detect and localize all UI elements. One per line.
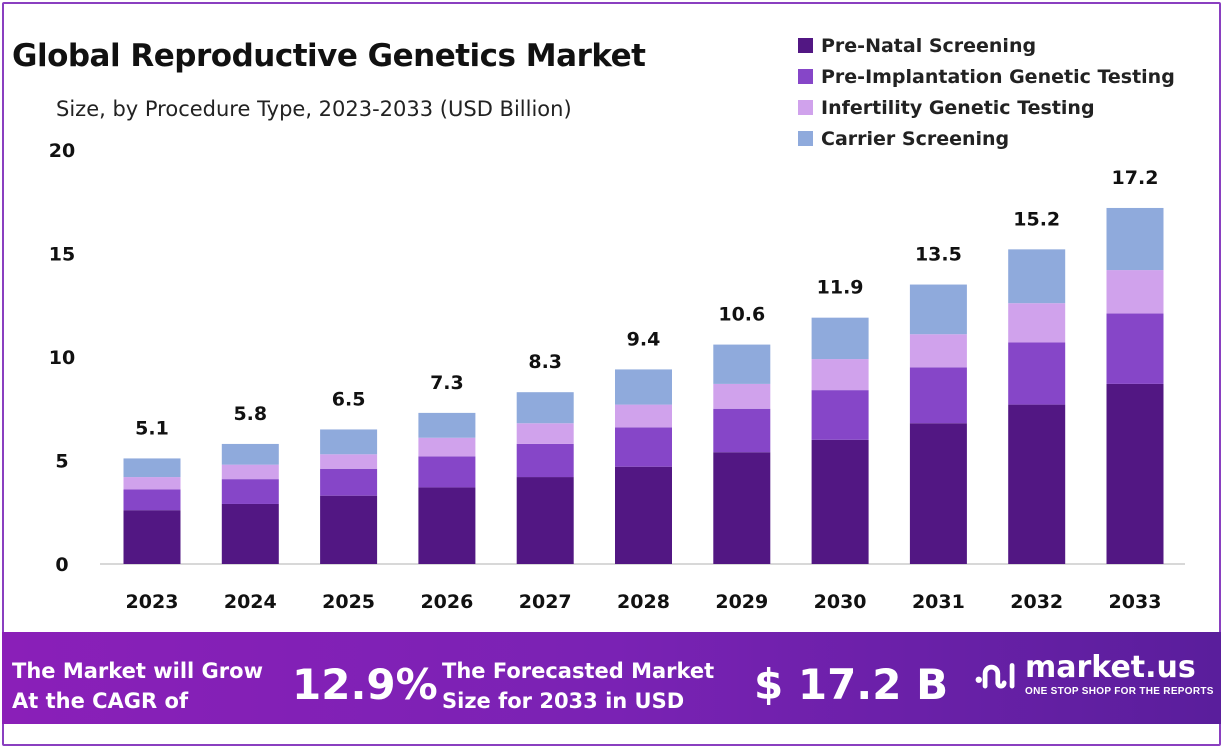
bar-segment	[811, 390, 869, 440]
legend-item: Carrier Screening	[798, 123, 1175, 154]
legend-swatch	[798, 131, 813, 146]
legend-label: Carrier Screening	[821, 127, 1010, 150]
bar-segment	[1106, 383, 1164, 564]
bar-segment	[713, 344, 771, 384]
bar-segment	[909, 284, 967, 335]
bar-segment	[123, 489, 181, 511]
legend-item: Infertility Genetic Testing	[798, 92, 1175, 123]
total-label: 8.3	[528, 351, 562, 373]
y-tick-label: 15	[49, 244, 75, 266]
legend-label: Pre-Implantation Genetic Testing	[821, 65, 1175, 88]
total-label: 9.4	[627, 328, 661, 350]
bar-segment	[1008, 404, 1066, 564]
x-tick-label: 2030	[814, 591, 867, 613]
total-label: 7.3	[430, 372, 464, 394]
bar-segment	[615, 466, 672, 564]
bar-segment	[1106, 270, 1164, 314]
total-label: 5.8	[233, 403, 267, 425]
total-label: 5.1	[135, 417, 169, 439]
legend-swatch	[798, 69, 813, 84]
legend-swatch	[798, 38, 813, 53]
y-tick-label: 0	[55, 554, 68, 576]
bar-segment	[221, 464, 279, 480]
x-tick-label: 2023	[126, 591, 179, 613]
chart-subtitle: Size, by Procedure Type, 2023-2033 (USD …	[56, 97, 572, 121]
total-label: 6.5	[332, 388, 366, 410]
bar-segment	[1008, 342, 1066, 405]
legend-item: Pre-Implantation Genetic Testing	[798, 61, 1175, 92]
bar-segment	[221, 479, 279, 504]
total-label: 15.2	[1013, 208, 1060, 230]
summary-banner: The Market will Grow At the CAGR of 12.9…	[2, 632, 1221, 724]
y-tick-label: 10	[49, 347, 75, 369]
bar-segment	[615, 404, 672, 428]
x-tick-label: 2029	[715, 591, 768, 613]
bar-segment	[418, 456, 476, 488]
legend-item: Pre-Natal Screening	[798, 30, 1175, 61]
bar-segment	[123, 477, 181, 490]
bar-segment	[713, 408, 771, 453]
x-tick-label: 2027	[519, 591, 572, 613]
legend-label: Pre-Natal Screening	[821, 34, 1037, 57]
bar-segment	[418, 487, 476, 564]
market-us-logo: market.us ONE STOP SHOP FOR THE REPORTS	[974, 652, 1214, 697]
total-label: 10.6	[718, 304, 765, 326]
bar-segment	[123, 458, 181, 478]
bar-segment	[221, 443, 279, 465]
x-tick-label: 2032	[1010, 591, 1063, 613]
cagr-label: The Market will Grow At the CAGR of	[12, 659, 263, 713]
bar-segment	[1106, 313, 1164, 384]
forecast-label: The Forecasted Market Size for 2033 in U…	[442, 659, 715, 713]
x-tick-label: 2026	[420, 591, 473, 613]
bar-segment	[320, 495, 378, 564]
y-tick-label: 5	[55, 451, 68, 473]
forecast-value: $ 17.2 B	[754, 660, 949, 709]
x-tick-label: 2033	[1109, 591, 1162, 613]
logo-tagline: ONE STOP SHOP FOR THE REPORTS	[1025, 686, 1214, 697]
legend-swatch	[798, 100, 813, 115]
x-tick-label: 2028	[617, 591, 670, 613]
logo-icon	[975, 662, 1015, 688]
bar-segment	[909, 334, 967, 368]
bar-segment	[1008, 303, 1066, 343]
bar-segment	[713, 383, 771, 409]
bar-segment	[516, 392, 574, 424]
legend-label: Infertility Genetic Testing	[821, 96, 1095, 119]
x-tick-label: 2025	[322, 591, 375, 613]
bar-segment	[418, 437, 476, 457]
bar-segment	[615, 369, 672, 405]
bar-segment	[320, 454, 378, 469]
bar-segment	[1008, 249, 1066, 304]
x-tick-label: 2024	[224, 591, 277, 613]
logo-text: market.us	[1025, 650, 1196, 685]
bar-segment	[516, 477, 574, 564]
y-tick-label: 20	[49, 140, 75, 162]
bar-segment	[811, 359, 869, 391]
bar-segment	[615, 427, 672, 467]
chart-title: Global Reproductive Genetics Market	[12, 38, 646, 74]
legend: Pre-Natal Screening Pre-Implantation Gen…	[798, 30, 1175, 154]
total-label: 11.9	[817, 277, 864, 299]
x-tick-label: 2031	[912, 591, 965, 613]
bar-segment	[516, 443, 574, 478]
bar-segment	[713, 452, 771, 564]
bar-segment	[811, 439, 869, 564]
bar-segment	[320, 429, 378, 455]
bar-segment	[320, 468, 378, 496]
bar-segment	[1106, 207, 1164, 271]
bar-segment	[123, 510, 181, 564]
bar-segment	[811, 317, 869, 360]
cagr-value: 12.9%	[292, 660, 438, 709]
total-label: 17.2	[1112, 167, 1159, 189]
chart-plot: 0 5 10 15 20 5.1 2023 5.8 2024 6.5 2025 7.3 2026 8.3 2…	[49, 140, 1185, 613]
bar-segment	[418, 412, 476, 438]
bar-segment	[516, 423, 574, 444]
bar-segment	[909, 367, 967, 424]
bar-segment	[909, 423, 967, 564]
total-label: 13.5	[915, 244, 962, 266]
bar-segment	[221, 503, 279, 564]
